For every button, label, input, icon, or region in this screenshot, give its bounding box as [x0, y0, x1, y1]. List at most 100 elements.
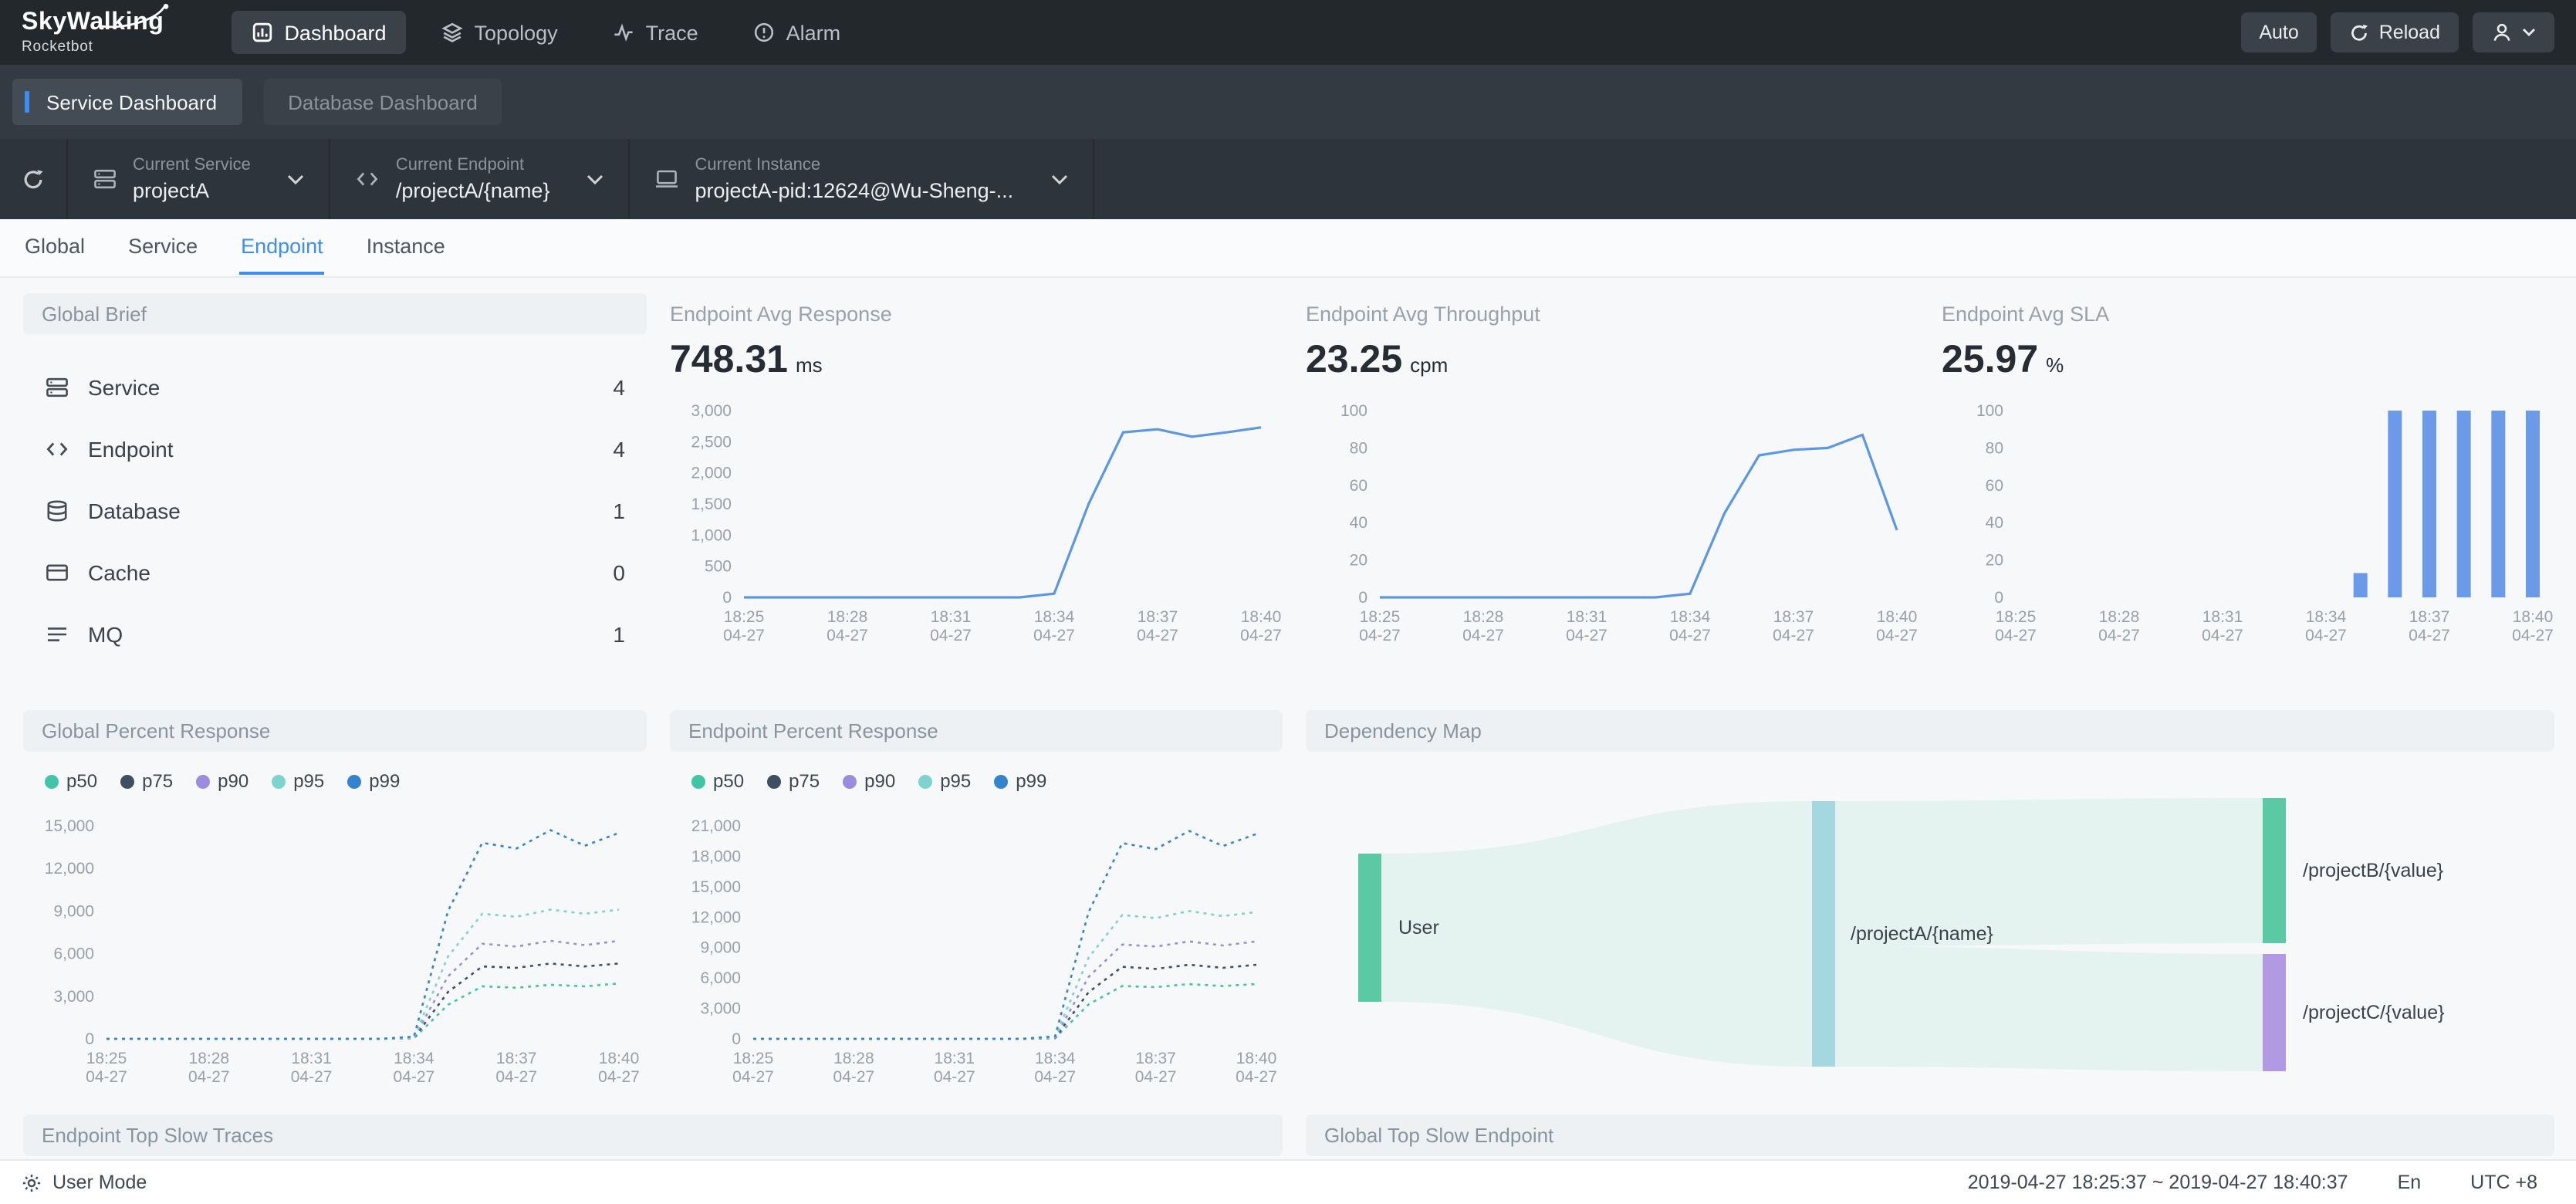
legend-item-p95[interactable]: p95 [272, 770, 324, 792]
svg-text:12,000: 12,000 [691, 908, 741, 926]
sync-icon [24, 169, 43, 188]
legend-label: p95 [940, 770, 972, 792]
svg-text:18:40: 18:40 [599, 1050, 640, 1067]
svg-text:40: 40 [1986, 514, 2003, 532]
svg-text:500: 500 [705, 558, 732, 576]
language-toggle[interactable]: En [2397, 1172, 2422, 1193]
avg-response-chart[interactable]: 0 500 1,000 1,500 2,000 2,500 3,000 18:25 04-27 1… [670, 398, 1283, 658]
sankey-node-projectc[interactable] [2263, 954, 2286, 1071]
brief-value: 0 [613, 560, 625, 585]
tab-endpoint[interactable]: Endpoint [219, 219, 345, 276]
gear-icon [22, 1173, 41, 1192]
svg-text:18:34: 18:34 [2306, 608, 2347, 626]
logo-subtitle: Rocketbot [22, 38, 93, 56]
metric-value: 748.31 [670, 338, 788, 381]
legend-label: p99 [369, 770, 401, 792]
legend-item-p95[interactable]: p95 [918, 770, 971, 792]
legend-dot [347, 774, 362, 788]
reload-button[interactable]: Reload [2331, 12, 2459, 52]
app-logo[interactable]: SkyWalking Rocketbot [22, 3, 169, 56]
svg-text:18:34: 18:34 [1035, 1050, 1076, 1067]
tab-service-dashboard[interactable]: Service Dashboard [12, 79, 242, 125]
legend-dot [691, 774, 705, 788]
metric-unit: % [2046, 353, 2064, 377]
svg-text:18:37: 18:37 [1138, 608, 1178, 626]
sankey-node-user[interactable] [1358, 854, 1381, 1002]
brief-label: MQ [88, 622, 123, 647]
dependency-sankey[interactable]: User /projectA/{name} /projectB/{value} … [1306, 752, 2554, 1096]
chevron-down-icon [288, 174, 305, 184]
global-percent-response-card: Global Percent Response p50 p75 p90 p95 p99 … [23, 710, 647, 1096]
svg-text:3,000: 3,000 [53, 988, 94, 1006]
trace-icon [615, 23, 634, 42]
svg-text:2,500: 2,500 [691, 433, 732, 451]
svg-text:18:31: 18:31 [1567, 608, 1607, 626]
svg-text:04-27: 04-27 [2409, 627, 2450, 644]
svg-text:18:28: 18:28 [1463, 608, 1504, 626]
dashboard-tabs-bar: Service Dashboard Database Dashboard [0, 65, 2576, 139]
svg-text:18:34: 18:34 [1034, 608, 1075, 626]
tab-database-dashboard[interactable]: Database Dashboard [263, 79, 502, 125]
svg-text:04-27: 04-27 [1669, 627, 1711, 644]
nav-topology[interactable]: Topology [422, 11, 578, 54]
global-brief-card: Global Brief Service 4 Endpoint 4 [23, 293, 647, 692]
avg-throughput-chart[interactable]: 0 20 40 60 80 100 18:25 04-27 18:28 04-27 18:31 04-… [1306, 398, 1918, 658]
sankey-label-user: User [1398, 917, 1439, 939]
legend-item-p99[interactable]: p99 [994, 770, 1046, 792]
time-range[interactable]: 2019-04-27 18:25:37 ~ 2019-04-27 18:40:3… [1967, 1172, 2348, 1193]
sankey-node-projecta[interactable] [1812, 801, 1835, 1067]
sankey-node-projectb[interactable] [2263, 798, 2286, 943]
auto-button[interactable]: Auto [2240, 12, 2317, 52]
current-instance-selector[interactable]: Current Instance projectA-pid:12624@Wu-S… [630, 139, 1094, 219]
user-icon [2493, 23, 2510, 41]
svg-text:04-27: 04-27 [86, 1068, 127, 1086]
metric-unit: cpm [1410, 353, 1449, 377]
legend-dot [196, 774, 211, 788]
brief-label: Endpoint [88, 437, 174, 462]
legend-item-p90[interactable]: p90 [196, 770, 248, 792]
tab-service[interactable]: Service [128, 235, 198, 258]
legend-item-p50[interactable]: p50 [691, 770, 744, 792]
svg-text:18:40: 18:40 [1236, 1050, 1277, 1067]
service-icon [93, 167, 117, 191]
svg-text:04-27: 04-27 [1773, 627, 1814, 644]
legend-item-p75[interactable]: p75 [120, 770, 173, 792]
svg-text:04-27: 04-27 [495, 1068, 537, 1086]
nav-trace[interactable]: Trace [593, 11, 718, 54]
tab-label: Service Dashboard [46, 90, 218, 113]
sankey-link-projecta-projectc[interactable] [1835, 946, 2263, 1071]
svg-text:18:28: 18:28 [833, 1050, 874, 1067]
svg-text:0: 0 [1358, 589, 1367, 607]
chevron-down-icon [1050, 174, 1067, 184]
current-endpoint-selector[interactable]: Current Endpoint /projectA/{name} [331, 139, 630, 219]
nav-dashboard[interactable]: Dashboard [232, 11, 407, 54]
legend-label: p95 [293, 770, 325, 792]
nav-label: Trace [645, 21, 698, 44]
endpoint-percent-response-chart[interactable]: 0 3,000 6,000 9,000 12,000 15,000 18,000 21,000… [670, 813, 1283, 1096]
active-tab-indicator [25, 91, 29, 113]
tab-global[interactable]: Global [25, 235, 86, 258]
legend-item-p75[interactable]: p75 [767, 770, 820, 792]
legend-item-p90[interactable]: p90 [843, 770, 895, 792]
endpoint-percent-response-card: Endpoint Percent Response p50 p75 p90 p95 p9… [670, 710, 1283, 1096]
card-title: Global Percent Response [23, 710, 647, 752]
svg-text:3,000: 3,000 [691, 402, 732, 420]
nav-alarm[interactable]: Alarm [734, 11, 861, 54]
user-menu-button[interactable] [2473, 12, 2554, 52]
tab-instance[interactable]: Instance [366, 235, 445, 258]
dependency-map-card: Dependency Map User /projectA/{name} /pr… [1306, 710, 2554, 1096]
nav-label: Dashboard [284, 21, 387, 44]
legend-label: p75 [789, 770, 820, 792]
global-percent-response-chart[interactable]: 0 3,000 6,000 9,000 12,000 15,000 18:25 04-27 18… [23, 813, 647, 1096]
timezone[interactable]: UTC +8 [2470, 1172, 2537, 1193]
svg-text:15,000: 15,000 [691, 878, 741, 896]
sankey-link-user-projecta[interactable] [1381, 801, 1812, 1067]
current-service-selector[interactable]: Current Service projectA [68, 139, 331, 219]
legend-item-p99[interactable]: p99 [347, 770, 400, 792]
sankey-link-projecta-projectb[interactable] [1835, 798, 2263, 946]
user-mode-button[interactable]: User Mode [22, 1172, 147, 1193]
legend-dot [45, 774, 59, 788]
sync-button[interactable] [0, 139, 68, 219]
legend-item-p50[interactable]: p50 [45, 770, 97, 792]
avg-sla-chart[interactable]: 0 20 40 60 80 100 18:25 04-27 18:28 04-27 18:31 04-… [1942, 398, 2554, 658]
